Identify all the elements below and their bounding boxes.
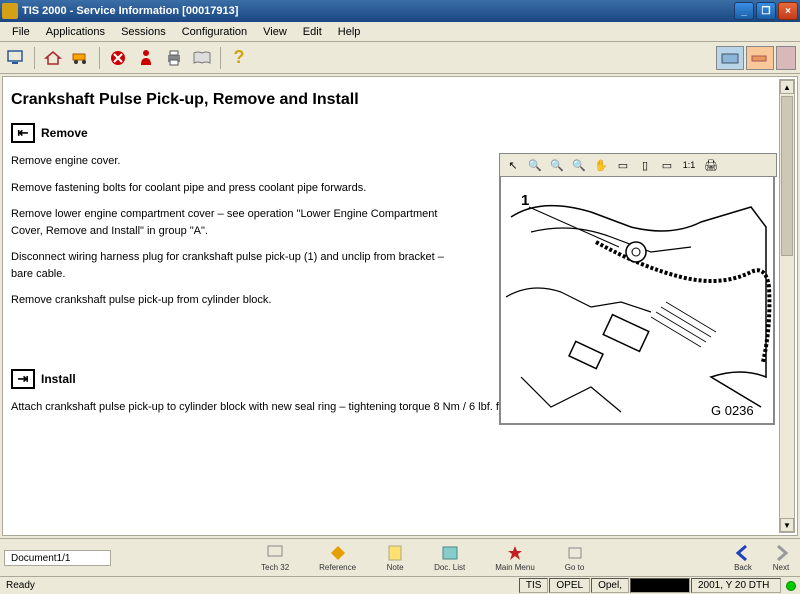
document-pane: Crankshaft Pulse Pick-up, Remove and Ins… <box>11 79 777 533</box>
vertical-scrollbar[interactable]: ▲ ▼ <box>779 79 795 533</box>
install-arrow-icon: ⇥ <box>11 369 35 389</box>
goto-icon <box>566 544 584 562</box>
scroll-up-icon[interactable]: ▲ <box>780 80 794 94</box>
tool-home-icon[interactable] <box>41 46 65 70</box>
footer-next-button[interactable]: Next <box>772 544 790 572</box>
fig-ratio-label[interactable]: 1:1 <box>680 156 698 174</box>
fig-zoomin-icon[interactable]: 🔍 <box>526 156 544 174</box>
fig-pointer-icon[interactable]: ↖ <box>504 156 522 174</box>
window-titlebar: TIS 2000 - Service Information [00017913… <box>0 0 800 22</box>
footer-doclist-button[interactable]: Doc. List <box>434 544 465 572</box>
menu-edit[interactable]: Edit <box>295 24 330 40</box>
tool-person-icon[interactable] <box>134 46 158 70</box>
tool-view3-icon[interactable] <box>776 46 796 70</box>
figure-panel: ↖ 🔍 🔍 🔍 ✋ ▭ ▯ ▭ 1:1 🖨 <box>499 153 777 425</box>
list-icon <box>441 544 459 562</box>
fig-zoomout-icon[interactable]: 🔍 <box>548 156 566 174</box>
page-title: Crankshaft Pulse Pick-up, Remove and Ins… <box>11 91 777 109</box>
menu-sessions[interactable]: Sessions <box>113 24 174 40</box>
fig-fit2-icon[interactable]: ▯ <box>636 156 654 174</box>
status-tis: TIS <box>519 578 549 593</box>
fig-fit3-icon[interactable]: ▭ <box>658 156 676 174</box>
star-icon <box>506 544 524 562</box>
tool-help-icon[interactable]: ? <box>227 46 251 70</box>
status-blank <box>630 578 690 593</box>
remove-step: Remove lower engine compartment cover – … <box>11 206 451 239</box>
footer-reference-button[interactable]: Reference <box>319 544 356 572</box>
fig-hand-icon[interactable]: ✋ <box>592 156 610 174</box>
fig-zoom-icon[interactable]: 🔍 <box>570 156 588 174</box>
main-toolbar: ? <box>0 42 800 74</box>
note-icon <box>386 544 404 562</box>
footer-mainmenu-button[interactable]: Main Menu <box>495 544 535 572</box>
tool-book-icon[interactable] <box>190 46 214 70</box>
section-remove-label: Remove <box>41 126 88 140</box>
menu-view[interactable]: View <box>255 24 295 40</box>
status-vehicle: 2001, Y 20 DTH <box>691 578 781 593</box>
fig-print-icon[interactable]: 🖨 <box>702 156 720 174</box>
figure-code: G 0236 <box>711 403 754 418</box>
status-make: Opel, <box>591 578 629 593</box>
remove-step: Disconnect wiring harness plug for crank… <box>11 249 451 282</box>
remove-step: Remove engine cover. <box>11 153 451 170</box>
footer-tech32-button[interactable]: Tech 32 <box>261 544 289 572</box>
scroll-down-icon[interactable]: ▼ <box>780 518 794 532</box>
app-icon <box>2 3 18 19</box>
scroll-thumb[interactable] <box>781 96 793 256</box>
fig-fit1-icon[interactable]: ▭ <box>614 156 632 174</box>
figure-image: 1 G 0236 <box>499 177 775 425</box>
statusbar: Ready TIS OPEL Opel, 2001, Y 20 DTH <box>0 576 800 594</box>
monitor-icon <box>266 544 284 562</box>
maximize-button[interactable]: ❐ <box>756 2 776 20</box>
minimize-button[interactable]: _ <box>734 2 754 20</box>
remove-step: Remove crankshaft pulse pick-up from cyl… <box>11 292 451 309</box>
document-tab[interactable]: Document1/1 <box>4 550 111 566</box>
footer-back-button[interactable]: Back <box>734 544 752 572</box>
section-install-label: Install <box>41 372 76 386</box>
status-opel: OPEL <box>549 578 590 593</box>
back-arrow-icon <box>734 544 752 562</box>
menu-applications[interactable]: Applications <box>38 24 113 40</box>
window-title: TIS 2000 - Service Information [00017913… <box>22 5 734 17</box>
tool-stop-icon[interactable] <box>106 46 130 70</box>
menu-configuration[interactable]: Configuration <box>174 24 255 40</box>
remove-step: Remove fastening bolts for coolant pipe … <box>11 180 451 197</box>
footer-note-button[interactable]: Note <box>386 544 404 572</box>
remove-arrow-icon: ⇤ <box>11 123 35 143</box>
tool-print-icon[interactable] <box>162 46 186 70</box>
menu-help[interactable]: Help <box>330 24 369 40</box>
section-remove-head: ⇤ Remove <box>11 123 777 143</box>
figure-toolbar: ↖ 🔍 🔍 🔍 ✋ ▭ ▯ ▭ 1:1 🖨 <box>499 153 777 177</box>
content-area: Crankshaft Pulse Pick-up, Remove and Ins… <box>2 76 798 536</box>
next-arrow-icon <box>772 544 790 562</box>
tool-vehicle-icon[interactable] <box>69 46 93 70</box>
footer-goto-button[interactable]: Go to <box>565 544 585 572</box>
tool-view2-icon[interactable] <box>746 46 774 70</box>
tool-monitor-icon[interactable] <box>4 46 28 70</box>
diamond-icon <box>329 544 347 562</box>
tool-view1-icon[interactable] <box>716 46 744 70</box>
status-led-icon <box>786 581 796 591</box>
menu-file[interactable]: File <box>4 24 38 40</box>
figure-callout: 1 <box>521 192 529 209</box>
footer-bar: Document1/1 Tech 32 Reference Note Doc. … <box>0 538 800 576</box>
close-button[interactable]: × <box>778 2 798 20</box>
status-ready: Ready <box>0 580 519 591</box>
menubar: File Applications Sessions Configuration… <box>0 22 800 42</box>
